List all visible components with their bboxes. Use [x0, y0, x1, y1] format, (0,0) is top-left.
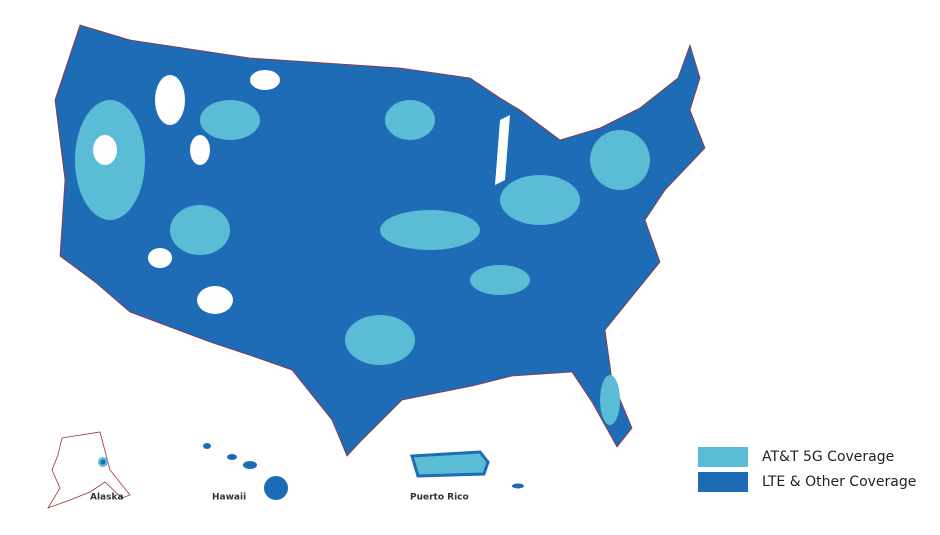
gap	[197, 286, 233, 314]
gap	[155, 75, 185, 125]
no-coverage	[93, 70, 510, 314]
lake-michigan	[495, 115, 510, 185]
alaska-shape	[47, 431, 131, 509]
gap	[190, 135, 210, 165]
gap	[250, 70, 280, 90]
5g-area	[380, 210, 480, 250]
lte-area	[100, 459, 106, 465]
hawaii-inset: Hawaii	[203, 443, 288, 503]
lte-area	[512, 483, 524, 489]
legend-swatch	[698, 472, 748, 492]
inset-label: Hawaii	[212, 493, 246, 503]
5g-area	[345, 315, 415, 365]
5g-area	[170, 205, 230, 255]
legend-swatch	[698, 447, 748, 467]
5g-area	[470, 265, 530, 295]
gap	[148, 248, 172, 268]
5g-areas	[75, 100, 650, 425]
legend-label: AT&T 5G Coverage	[762, 449, 894, 465]
lte-area	[203, 443, 211, 449]
legend: AT&T 5G Coverage LTE & Other Coverage	[698, 447, 916, 492]
inset-label: Puerto Rico	[410, 493, 469, 503]
5g-area	[590, 130, 650, 190]
lte-area	[264, 476, 288, 500]
5g-area	[200, 100, 260, 140]
5g-area	[385, 100, 435, 140]
legend-label: LTE & Other Coverage	[762, 474, 916, 490]
us-mainland	[54, 24, 706, 457]
lte-area	[227, 454, 237, 460]
puerto-rico-inset: Puerto Rico	[410, 450, 524, 503]
alaska-inset: Alaska	[47, 431, 131, 509]
5g-area	[410, 450, 490, 478]
lte-area	[243, 461, 257, 469]
5g-area	[500, 175, 580, 225]
inset-label: Alaska	[90, 493, 124, 503]
gap	[93, 135, 117, 165]
5g-area	[600, 375, 620, 425]
